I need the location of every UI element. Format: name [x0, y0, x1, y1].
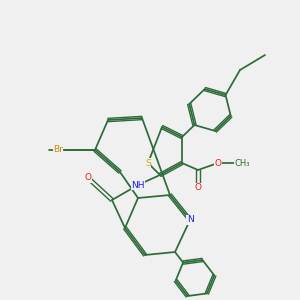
Text: O: O	[214, 158, 221, 167]
Text: S: S	[145, 158, 151, 167]
Text: O: O	[194, 184, 202, 193]
Text: O: O	[85, 173, 92, 182]
Text: CH₃: CH₃	[234, 158, 250, 167]
Text: Br: Br	[53, 146, 63, 154]
Text: NH: NH	[131, 181, 145, 190]
Text: N: N	[187, 215, 194, 224]
